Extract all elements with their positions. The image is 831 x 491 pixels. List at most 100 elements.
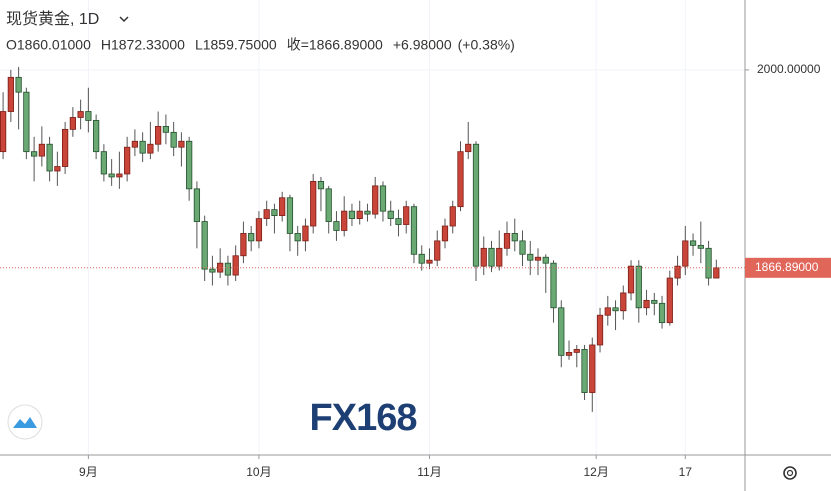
y-tick-label: 2000.00000 [757,62,821,76]
candle-body [503,233,511,249]
candle-body [604,307,611,316]
candle-body [255,218,263,242]
candle-body [542,256,549,264]
candle-body [333,221,340,231]
candle-body [379,185,387,212]
candle-body [170,131,177,148]
candle-body [573,349,580,353]
candle-body [682,240,689,267]
candle-body [674,265,681,279]
watermark: FX168 [310,397,417,439]
candle-body [302,225,309,242]
candle-body [565,352,573,356]
candle-body [705,247,712,279]
candle-body [69,117,76,130]
logo-icon[interactable] [7,404,43,440]
candle-body [186,140,193,190]
candle-body [457,151,464,208]
candle-body [496,247,503,267]
candle-body [62,128,69,167]
ohlc-header: O1860.01000 H1872.33000 L1859.75000 收=1866.… [6,37,515,53]
candle-body [387,210,394,219]
candle-body [38,143,45,157]
x-tick-label: 9月 [79,465,98,479]
ohlc-value: H1872.33000 [101,37,185,53]
x-tick-label: 10月 [246,465,271,479]
x-tick-label: 17 [679,465,693,479]
candle-body [131,140,139,148]
candle-body [100,151,107,175]
candle-body [666,277,673,324]
candle-body [643,299,650,309]
candle-body [162,125,170,133]
candle-body [620,292,627,312]
last-price-label: 1866.89000 [755,260,819,274]
candle-body [356,210,363,219]
candle-body [294,233,301,242]
candle-body [589,344,596,393]
last-price-box [745,257,831,278]
candle-body [697,244,704,249]
candle-body [325,188,332,222]
candle-body [418,253,425,264]
dropdown-icon[interactable] [119,16,129,23]
candle-body [232,255,239,276]
settings-icon[interactable] [783,466,797,480]
candle-body [147,143,154,154]
candle-body [116,173,123,178]
candle-body [426,259,433,264]
candle-body [310,181,317,227]
candle-body [364,210,371,215]
candle-body [209,268,216,273]
candle-body [108,173,115,178]
candle-body [240,233,247,257]
candle-body [317,181,325,190]
candle-body [224,262,232,276]
candle-body [248,233,255,242]
candle-body [54,166,61,172]
candle-body [124,146,131,175]
candle-body [511,233,518,242]
candle-body [30,151,38,157]
candle-body [441,225,449,242]
candle-body [7,76,14,112]
candle-body [689,240,697,246]
candle-body [271,209,278,217]
candle-body [201,221,208,270]
candle-body [480,247,487,267]
candle-body [488,247,495,267]
candle-body [0,111,7,153]
ohlc-value: L1859.75000 [195,37,277,53]
candle-body [341,210,348,231]
candle-body [93,120,100,153]
candle-body [85,111,92,121]
candle-body [472,143,480,267]
candles [0,66,720,412]
candle-body [519,240,526,255]
candle-body [372,185,379,215]
candle-body [263,209,270,219]
candle-body [596,314,604,346]
ohlc-value: (+0.38%) [458,37,515,53]
candle-body [465,143,472,153]
candle-body [534,256,542,261]
candle-body [155,125,162,145]
candle-body [403,206,410,225]
x-tick-label: 12月 [583,465,608,479]
candle-body [627,265,635,294]
ohlc-value: O1860.01000 [6,37,91,53]
candle-body [651,299,658,304]
candle-body [77,111,84,118]
candle-body [558,307,565,356]
candle-body [279,197,286,217]
ohlc-value: 收=1866.89000 [287,37,383,53]
candle-body [658,302,666,324]
x-tick-label: 11月 [417,465,441,479]
candle-body [527,253,534,261]
candle-body [139,140,146,154]
candle-body [581,349,588,393]
candle-body [550,262,557,309]
candle-body [15,76,22,93]
candle-body [46,143,53,172]
